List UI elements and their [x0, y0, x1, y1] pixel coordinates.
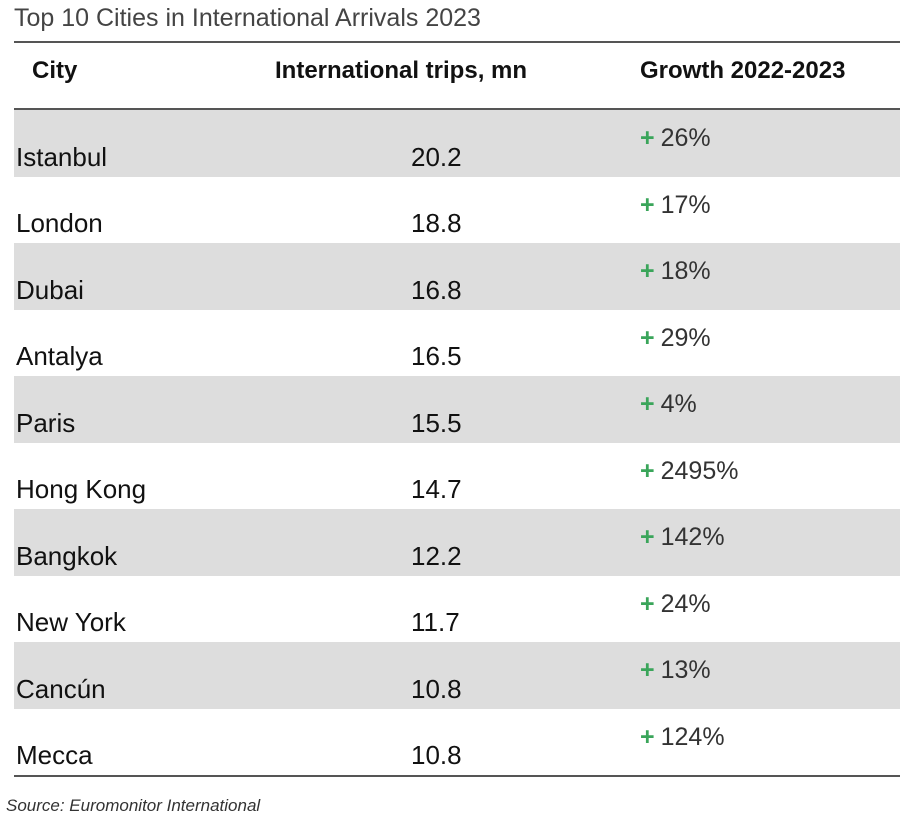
growth-value: 142% — [660, 523, 725, 551]
growth-plus-icon: + — [640, 390, 655, 418]
table-row: Bangkok 12.2 +142% — [14, 509, 900, 576]
growth-plus-icon: + — [640, 257, 655, 285]
top-rule — [14, 41, 900, 43]
cell-trips: 14.7 — [411, 474, 462, 504]
table-row: Istanbul 20.2 +26% — [14, 110, 900, 177]
growth-plus-icon: + — [640, 323, 655, 352]
table-row: Dubai 16.8 +18% — [14, 243, 900, 310]
cell-growth: +124% — [640, 723, 725, 752]
cell-growth: +18% — [640, 257, 711, 286]
cell-trips: 16.8 — [411, 274, 462, 305]
growth-value: 2495% — [660, 456, 739, 485]
cell-growth: +29% — [640, 324, 711, 353]
cell-growth: +142% — [640, 523, 725, 552]
header-city: City — [32, 57, 78, 84]
cell-trips: 11.7 — [411, 607, 460, 637]
cell-growth: +26% — [640, 124, 711, 153]
cell-city: Hong Kong — [16, 474, 147, 504]
header-growth: Growth 2022-2023 — [640, 57, 846, 84]
source-note: Source: Euromonitor International — [6, 796, 261, 815]
table-row: Hong Kong 14.7 +2495% — [14, 443, 900, 510]
growth-plus-icon: + — [640, 589, 655, 618]
growth-plus-icon: + — [640, 656, 655, 684]
growth-plus-icon: + — [640, 456, 655, 485]
table-row: London 18.8 +17% — [14, 177, 900, 244]
cell-trips: 10.8 — [411, 740, 462, 770]
cell-trips: 15.5 — [411, 407, 462, 438]
cell-growth: +13% — [640, 656, 711, 685]
table-title: Top 10 Cities in International Arrivals … — [14, 4, 481, 32]
growth-value: 29% — [660, 323, 711, 352]
table-row: Paris 15.5 +4% — [14, 376, 900, 443]
growth-value: 17% — [660, 190, 711, 219]
cell-trips: 16.5 — [411, 341, 462, 371]
cell-growth: +2495% — [640, 457, 738, 486]
header-trips: International trips, mn — [275, 57, 528, 84]
growth-value: 4% — [660, 390, 697, 418]
cell-city: New York — [16, 607, 126, 637]
growth-plus-icon: + — [640, 190, 655, 219]
bottom-rule — [14, 775, 900, 777]
table-row: New York 11.7 +24% — [14, 576, 900, 643]
growth-value: 13% — [660, 656, 711, 684]
growth-value: 124% — [660, 722, 725, 751]
growth-plus-icon: + — [640, 124, 655, 152]
cell-city: Mecca — [16, 740, 93, 770]
growth-plus-icon: + — [640, 722, 655, 751]
cell-trips: 18.8 — [411, 208, 462, 238]
cell-growth: +24% — [640, 590, 711, 619]
cell-growth: +17% — [640, 191, 711, 220]
table-row: Cancún 10.8 +13% — [14, 642, 900, 709]
growth-value: 18% — [660, 257, 711, 285]
table-header: City International trips, mn Growth 2022… — [14, 43, 900, 108]
cell-trips: 10.8 — [411, 673, 462, 704]
table-row: Antalya 16.5 +29% — [14, 310, 900, 377]
cell-growth: +4% — [640, 390, 697, 419]
growth-value: 26% — [660, 124, 711, 152]
cell-city: Paris — [16, 407, 76, 438]
growth-plus-icon: + — [640, 523, 655, 551]
cell-city: Dubai — [16, 274, 84, 305]
cell-city: London — [16, 208, 103, 238]
cell-city: Bangkok — [16, 540, 118, 571]
cell-city: Cancún — [16, 673, 106, 704]
cell-trips: 12.2 — [411, 540, 462, 571]
cell-trips: 20.2 — [411, 141, 462, 172]
header-rule — [14, 108, 900, 110]
table-row: Mecca 10.8 +124% — [14, 709, 900, 776]
table-body: Istanbul 20.2 +26% London 18.8 +17% Dubai 16.8 +… — [14, 110, 900, 775]
cell-city: Antalya — [16, 341, 103, 371]
cell-city: Istanbul — [16, 141, 108, 172]
growth-value: 24% — [660, 589, 711, 618]
